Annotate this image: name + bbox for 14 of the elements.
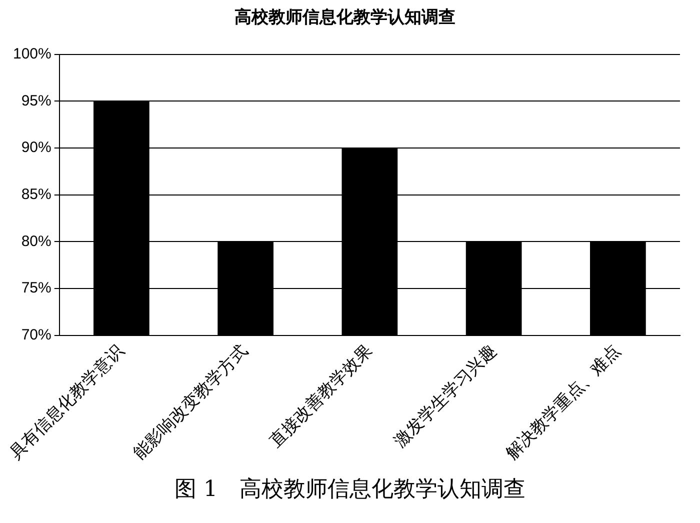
y-tick-label: 95%: [21, 92, 52, 110]
y-tick-label: 100%: [12, 46, 52, 63]
y-tick-label: 75%: [21, 280, 52, 297]
x-tick-label: 直接改善教学效果: [266, 341, 376, 452]
y-tick-label: 80%: [21, 232, 52, 250]
caption: 图 1 高校教师信息化教学认知调查: [174, 476, 526, 504]
x-tick-label: 能影响改变教学方式: [130, 341, 252, 464]
x-tick-label: 解决教学重点、难点: [502, 341, 625, 464]
x-tick-label: 具有信息化教学意识: [6, 341, 128, 464]
x-tick-label: 激发学生学习兴趣: [390, 341, 500, 452]
y-tick-label: 70%: [21, 326, 52, 344]
y-tick-label: 85%: [21, 186, 52, 204]
y-tick-label: 90%: [21, 139, 52, 156]
chart-title: 高校教师信息化教学认知调查: [234, 8, 456, 28]
